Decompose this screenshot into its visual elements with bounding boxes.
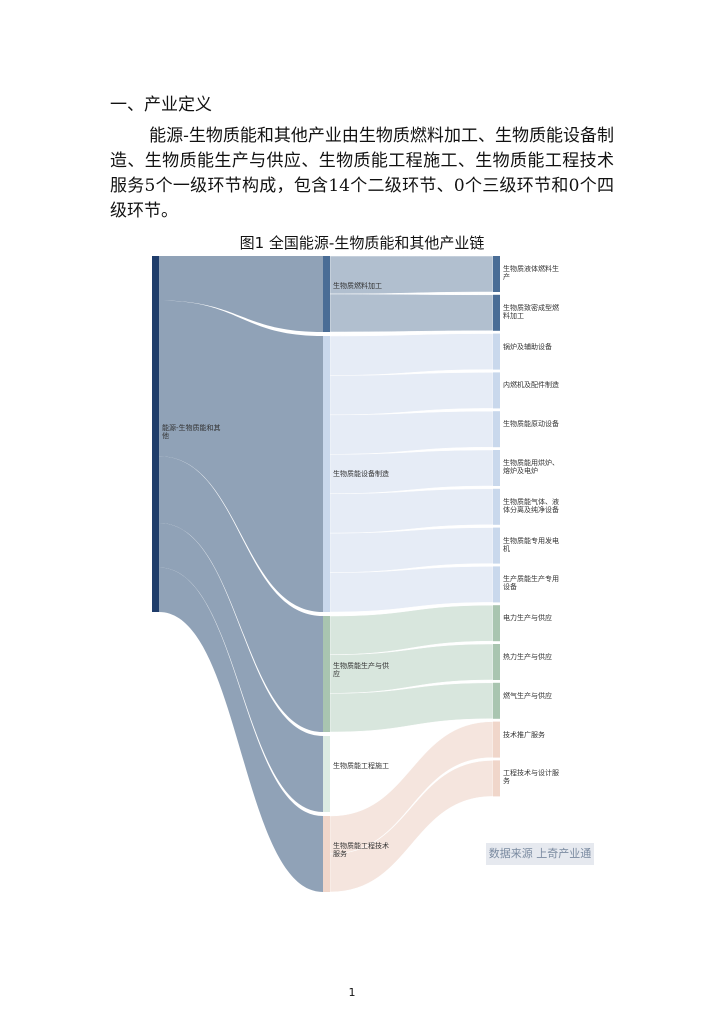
flow bbox=[159, 256, 323, 332]
page-number: 1 bbox=[348, 986, 356, 999]
node-label: 生产质能生产专用设备 bbox=[503, 575, 559, 592]
node-label: 生物质能设备制造 bbox=[333, 470, 389, 478]
flow bbox=[159, 567, 323, 892]
node-bar bbox=[493, 450, 500, 486]
flow bbox=[329, 372, 494, 416]
node-bar bbox=[493, 721, 500, 758]
flow bbox=[159, 300, 323, 612]
node-label: 生物质能工程施工 bbox=[333, 762, 389, 770]
node-label: 生物质能生产与供应 bbox=[333, 662, 389, 678]
flow bbox=[329, 527, 494, 573]
node-label: 能源-生物质能和其他 bbox=[162, 424, 221, 440]
node-bar bbox=[493, 566, 500, 603]
node-label: 生物质燃料加工 bbox=[333, 282, 382, 290]
node-label: 燃气生产与供应 bbox=[503, 691, 552, 700]
node-bar bbox=[493, 644, 500, 680]
node-bar bbox=[493, 411, 500, 448]
node-bar bbox=[323, 816, 330, 892]
node-label: 锅炉及辅助设备 bbox=[503, 342, 552, 351]
flow bbox=[329, 333, 494, 376]
node-label: 生物质液体燃料生产 bbox=[503, 265, 559, 281]
node-label: 工程技术与设计服务 bbox=[503, 769, 559, 786]
node-label: 生物质能用烘炉、熔炉及电炉 bbox=[503, 459, 559, 475]
node-bar bbox=[493, 527, 500, 564]
node-label: 技术推广服务 bbox=[503, 730, 545, 739]
flow bbox=[329, 293, 494, 333]
node-bar bbox=[493, 605, 500, 642]
node-bar bbox=[323, 256, 330, 332]
flow bbox=[329, 449, 494, 494]
node-label: 生物质能工程技术服务 bbox=[333, 842, 389, 858]
figure-title: 图1 全国能源-生物质能和其他产业链 bbox=[239, 234, 485, 252]
heading: 一、产业定义 bbox=[110, 95, 212, 115]
node-label: 热力生产与供应 bbox=[503, 653, 552, 661]
node-bar bbox=[152, 256, 159, 612]
flow bbox=[159, 523, 323, 812]
node-bar bbox=[493, 256, 500, 292]
flow bbox=[159, 456, 323, 732]
node-bar bbox=[323, 736, 330, 812]
paragraph: 能源-生物质能和其他产业由生物质燃料加工、生物质能设备制造、生物质能生产与供应、… bbox=[110, 126, 614, 221]
flow bbox=[329, 488, 494, 534]
source-note: 数据来源 上奇产业通 bbox=[486, 843, 594, 865]
node-bar bbox=[493, 333, 500, 370]
node-bar bbox=[493, 372, 500, 409]
node-bar bbox=[493, 488, 500, 525]
node-bar bbox=[323, 336, 330, 612]
node-bar bbox=[493, 760, 500, 797]
node-bar bbox=[493, 682, 500, 719]
node-bar bbox=[493, 294, 500, 331]
node-label: 生物质能原动设备 bbox=[503, 420, 559, 429]
node-label: 内燃机及配件制造 bbox=[503, 381, 559, 390]
node-label: 电力生产与供应 bbox=[503, 614, 552, 623]
node-label: 生物质能气体、液体分离及纯净设备 bbox=[503, 497, 559, 514]
flow bbox=[329, 566, 494, 613]
node-bar bbox=[323, 616, 330, 732]
node-label: 生物质能专用发电机 bbox=[503, 536, 559, 553]
node-label: 生物质致密成型燃料加工 bbox=[503, 303, 559, 320]
flow bbox=[329, 410, 494, 455]
